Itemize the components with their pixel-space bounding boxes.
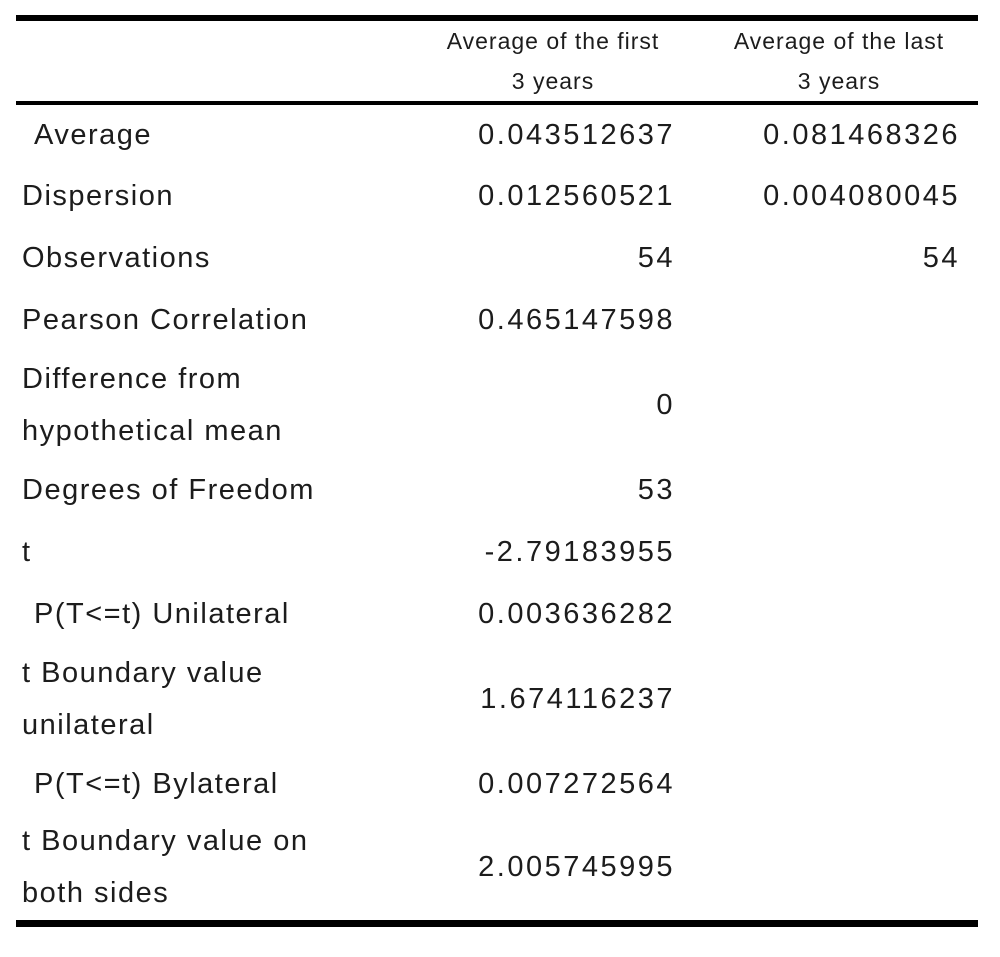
table-row-observations: Observations 54 54 — [16, 227, 978, 289]
col2-value — [700, 289, 978, 351]
col1-value: 0 — [656, 388, 675, 421]
col1-value: 0.465147598 — [478, 303, 675, 336]
table-row-degrees-of-freedom: Degrees of Freedom 53 — [16, 459, 978, 521]
table-row-p-bylateral: P(T<=t) Bylateral 0.007272564 — [16, 753, 978, 815]
col1-value: 0.043512637 — [478, 118, 675, 151]
col2-value — [700, 645, 978, 753]
table-row-t-statistic: t -2.79183955 — [16, 521, 978, 583]
row-label: t Boundary value on both sides — [22, 825, 309, 910]
table-header: Average of the first 3 years Average of … — [16, 18, 978, 104]
col1-value: 53 — [637, 473, 675, 506]
header-row: Average of the first 3 years Average of … — [16, 18, 978, 104]
col1-value: 0.012560521 — [478, 179, 675, 212]
table-row-p-unilateral: P(T<=t) Unilateral 0.003636282 — [16, 583, 978, 645]
table-body: Average 0.043512637 0.081468326 Dispersi… — [16, 103, 978, 923]
col1-value: 54 — [637, 241, 675, 274]
col2-value: 54 — [922, 241, 960, 274]
col2-header: Average of the last 3 years — [733, 28, 945, 95]
col1-value: 0.003636282 — [478, 597, 675, 630]
col2-value: 0.004080045 — [763, 179, 960, 212]
col1-value: 0.007272564 — [478, 767, 675, 800]
t-test-results-table: Average of the first 3 years Average of … — [16, 15, 978, 927]
row-label: t Boundary value unilateral — [22, 656, 264, 742]
row-label: Pearson Correlation — [22, 303, 309, 336]
label-column-header — [16, 18, 406, 103]
table-row-average: Average 0.043512637 0.081468326 — [16, 103, 978, 165]
col2-value — [700, 521, 978, 583]
row-label: Difference from hypothetical mean — [22, 362, 283, 448]
col2-value — [700, 351, 978, 459]
col2-value: 0.081468326 — [763, 118, 960, 151]
row-label: Degrees of Freedom — [22, 473, 315, 506]
table-row-hypothetical-mean-difference: Difference from hypothetical mean 0 — [16, 351, 978, 459]
col1-value: 1.674116237 — [480, 682, 675, 715]
row-label: t — [22, 535, 32, 568]
table-row-t-boundary-both-sides: t Boundary value on both sides 2.0057459… — [16, 815, 978, 923]
col2-value — [700, 459, 978, 521]
table-row-pearson-correlation: Pearson Correlation 0.465147598 — [16, 289, 978, 351]
row-label: P(T<=t) Bylateral — [34, 767, 279, 800]
row-label: Observations — [22, 241, 211, 274]
col1-value: -2.79183955 — [484, 535, 675, 568]
row-label: P(T<=t) Unilateral — [34, 597, 290, 630]
col2-value — [700, 815, 978, 923]
table-row-dispersion: Dispersion 0.012560521 0.004080045 — [16, 165, 978, 227]
row-label: Average — [34, 118, 152, 151]
col2-value — [700, 753, 978, 815]
col2-value — [700, 583, 978, 645]
col1-header: Average of the first 3 years — [446, 28, 660, 95]
row-label: Dispersion — [22, 179, 174, 212]
col1-value: 2.005745995 — [478, 850, 675, 883]
table-row-t-boundary-unilateral: t Boundary value unilateral 1.674116237 — [16, 645, 978, 753]
